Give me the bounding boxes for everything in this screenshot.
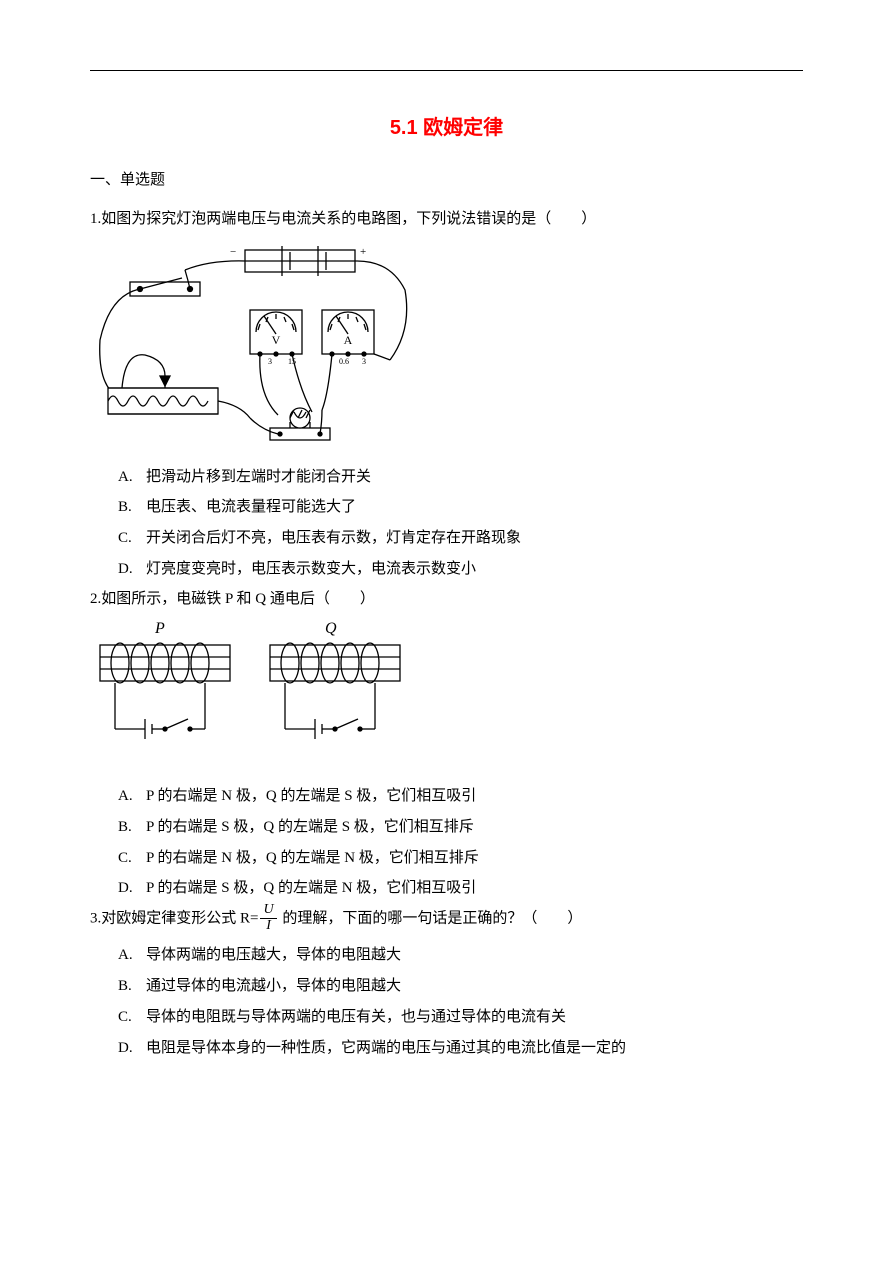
q2-option-d: D.P 的右端是 S 极，Q 的左端是 N 极，它们相互吸引 xyxy=(90,873,803,904)
voltmeter-label: V xyxy=(272,333,281,347)
svg-text:+: + xyxy=(360,246,366,258)
q2-circuit-svg: P xyxy=(90,619,430,769)
svg-text:0.6: 0.6 xyxy=(339,357,349,366)
q3-option-b: B.通过导体的电流越小，导体的电阻越大 xyxy=(90,971,803,1002)
q3-option-d: D.电阻是导体本身的一种性质，它两端的电压与通过其的电流比值是一定的 xyxy=(90,1033,803,1064)
ammeter-label: A xyxy=(344,333,353,347)
q2-option-c: C.P 的右端是 N 极，Q 的左端是 N 极，它们相互排斥 xyxy=(90,843,803,874)
q1-stem: 1.如图为探究灯泡两端电压与电流关系的电路图，下列说法错误的是（ ） xyxy=(90,205,803,234)
q3-fraction: UI xyxy=(260,903,276,933)
label-p: P xyxy=(154,620,165,637)
q1-option-a: A.把滑动片移到左端时才能闭合开关 xyxy=(90,462,803,493)
q2-options: A.P 的右端是 N 极，Q 的左端是 S 极，它们相互吸引 B.P 的右端是 … xyxy=(90,781,803,904)
q1-option-c: C.开关闭合后灯不亮，电压表有示数，灯肯定存在开路现象 xyxy=(90,523,803,554)
svg-text:3: 3 xyxy=(362,357,366,366)
q2-option-b: B.P 的右端是 S 极，Q 的左端是 S 极，它们相互排斥 xyxy=(90,812,803,843)
q2-figure: P xyxy=(90,619,803,769)
q1-option-b: B.电压表、电流表量程可能选大了 xyxy=(90,492,803,523)
q2-option-a: A.P 的右端是 N 极，Q 的左端是 S 极，它们相互吸引 xyxy=(90,781,803,812)
q1-circuit-svg: − + xyxy=(90,240,420,450)
q3-stem: 3.对欧姆定律变形公式 R=UI 的理解，下面的哪一句话是正确的？（ ） xyxy=(90,904,803,934)
page-title: 5.1 欧姆定律 xyxy=(90,111,803,140)
q3-stem-post: 的理解，下面的哪一句话是正确的？（ ） xyxy=(279,911,583,927)
q1-option-d: D.灯亮度变亮时，电压表示数变大，电流表示数变小 xyxy=(90,554,803,585)
q3-option-a: A.导体两端的电压越大，导体的电阻越大 xyxy=(90,940,803,971)
q3-options: A.导体两端的电压越大，导体的电阻越大 B.通过导体的电流越小，导体的电阻越大 … xyxy=(90,940,803,1063)
q3-stem-pre: 3.对欧姆定律变形公式 R= xyxy=(90,911,258,927)
svg-text:3: 3 xyxy=(268,357,272,366)
label-q: Q xyxy=(325,620,337,637)
q2-stem: 2.如图所示，电磁铁 P 和 Q 通电后（ ） xyxy=(90,585,803,614)
svg-text:−: − xyxy=(230,246,236,258)
q1-options: A.把滑动片移到左端时才能闭合开关 B.电压表、电流表量程可能选大了 C.开关闭… xyxy=(90,462,803,585)
q3-option-c: C.导体的电阻既与导体两端的电压有关，也与通过导体的电流有关 xyxy=(90,1002,803,1033)
document-page: 5.1 欧姆定律 一、单选题 1.如图为探究灯泡两端电压与电流关系的电路图，下列… xyxy=(0,0,893,1103)
q1-figure: − + xyxy=(90,240,803,450)
top-rule xyxy=(90,70,803,71)
section-heading: 一、单选题 xyxy=(90,168,803,189)
